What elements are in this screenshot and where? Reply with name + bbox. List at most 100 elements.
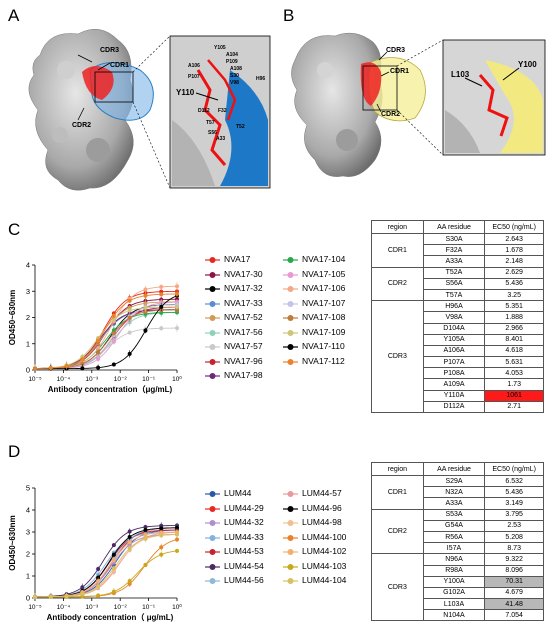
data-point — [48, 594, 53, 599]
data-point — [127, 534, 132, 539]
data-point — [175, 537, 179, 542]
legend-marker-icon — [205, 372, 220, 380]
zoom-label-a106: A106 — [188, 63, 200, 69]
residue-cell: Y105A — [422, 333, 486, 346]
legend-d: LUM44 LUM44-29 LUM44-32 LUM44-33 LUM44-53 LUM… — [205, 488, 365, 598]
ec50-cell: 4.679 — [484, 586, 544, 600]
data-point — [143, 293, 148, 298]
structure-b-illustration — [291, 32, 546, 177]
x-tick-label: 10⁻² — [114, 376, 128, 383]
table-c-header-ec50: EC50 (ng/mL) — [484, 220, 544, 234]
data-point — [96, 584, 101, 589]
legend-label: NVA17-30 — [224, 268, 263, 279]
data-point — [159, 284, 164, 289]
data-point — [143, 525, 148, 530]
legend-label: LUM44-104 — [302, 575, 347, 585]
data-point — [175, 548, 179, 553]
data-point — [143, 305, 148, 310]
ec50-cell: 2.643 — [484, 232, 544, 246]
cdr2-label-a: CDR2 — [72, 122, 92, 129]
table-row: N104A 7.054 — [372, 609, 544, 622]
zoom-label-y105: Y105 — [214, 45, 226, 51]
data-point — [96, 572, 101, 577]
legend-marker-icon — [283, 563, 298, 571]
legend-label: NVA17-98 — [224, 370, 263, 380]
panel-letter-c: C — [8, 220, 21, 239]
ec50-cell: 1.678 — [484, 244, 544, 257]
legend-marker-icon — [205, 577, 220, 585]
data-point — [111, 543, 116, 548]
residue-cell: Y110A — [422, 389, 486, 402]
series-line-lum44-96 — [34, 527, 178, 598]
legend-marker-icon — [205, 358, 220, 366]
data-point — [96, 566, 101, 571]
data-point — [111, 589, 116, 594]
data-point — [143, 528, 148, 533]
residue-cell: V98A — [422, 311, 486, 324]
data-point — [96, 365, 101, 370]
legend-marker-icon — [283, 271, 298, 279]
residue-cell: P108A — [422, 367, 486, 380]
data-point — [127, 330, 132, 335]
data-point — [33, 366, 37, 371]
table-row: R56A 5.208 — [372, 530, 544, 544]
legend-marker-icon — [283, 577, 298, 585]
data-point — [127, 529, 132, 534]
data-point — [111, 331, 116, 336]
y-tick-label: 4 — [26, 506, 30, 515]
zoom-label-d112: D112 — [198, 108, 210, 114]
series-line-nva17-109 — [34, 306, 178, 369]
y-axis-label: OD450~630nm — [8, 290, 17, 345]
residue-cell: D104A — [422, 322, 486, 335]
residue-cell: F32A — [422, 244, 486, 257]
data-point — [111, 362, 116, 367]
table-row: S56A 5.436 — [372, 277, 544, 290]
legend-marker-icon — [283, 490, 298, 498]
data-point — [111, 339, 116, 344]
zoom-label-p109: P109 — [226, 59, 238, 65]
zoom-label-a104: A104 — [226, 52, 238, 58]
legend-label: NVA17-105 — [302, 268, 346, 279]
ec50-cell: 2.148 — [484, 255, 544, 268]
table-row: CDR1 S30A 2.643 — [371, 232, 544, 268]
residue-cell: S30A — [422, 232, 486, 246]
data-point — [127, 305, 132, 310]
legend-marker-icon — [283, 314, 298, 322]
data-point — [96, 346, 101, 351]
zoom-label-h96: H96 — [256, 76, 266, 82]
data-point — [80, 585, 85, 590]
ec50-cell: 9.322 — [484, 553, 544, 566]
ec50-cell: 5.351 — [484, 300, 544, 313]
data-point — [127, 351, 132, 356]
data-point — [96, 579, 101, 584]
y-tick-label: 4 — [26, 261, 30, 270]
table-d-header-residue: AA residue — [422, 462, 486, 476]
x-tick-label: 10⁻³ — [85, 376, 99, 383]
series-line-lum44-29 — [34, 527, 178, 598]
data-point — [159, 326, 164, 331]
ec50-cell: 5.631 — [484, 356, 544, 369]
legend-marker-icon — [205, 490, 220, 498]
y-tick-label: 0 — [26, 366, 30, 375]
protein-surface-b — [291, 32, 383, 177]
residue-cell: S29A — [422, 474, 486, 488]
table-row: CDR1 S29A 6.532 — [371, 474, 544, 510]
legend-label: LUM44-98 — [302, 517, 342, 527]
table-row: V98A 1.888 — [372, 311, 544, 324]
series-line-lum44-33 — [34, 531, 178, 598]
ec50-cell: 2.629 — [484, 266, 544, 279]
data-point — [175, 326, 179, 331]
zoom-label-s56: S56 — [208, 130, 217, 136]
panel-letter-b: B — [283, 6, 295, 25]
zoom-label-t52: T52 — [236, 124, 245, 130]
x-tick-label: 10⁻² — [114, 604, 128, 611]
data-point — [96, 338, 101, 343]
data-point — [111, 566, 116, 571]
data-point — [48, 366, 53, 371]
x-tick-label: 10⁻¹ — [142, 376, 156, 383]
legend-label: LUM44-57 — [302, 488, 342, 498]
legend-label: LUM44-29 — [224, 502, 264, 513]
legend-label: NVA17-110 — [302, 341, 345, 351]
legend-marker-icon — [205, 300, 220, 308]
legend-label: LUM44-96 — [302, 502, 342, 513]
